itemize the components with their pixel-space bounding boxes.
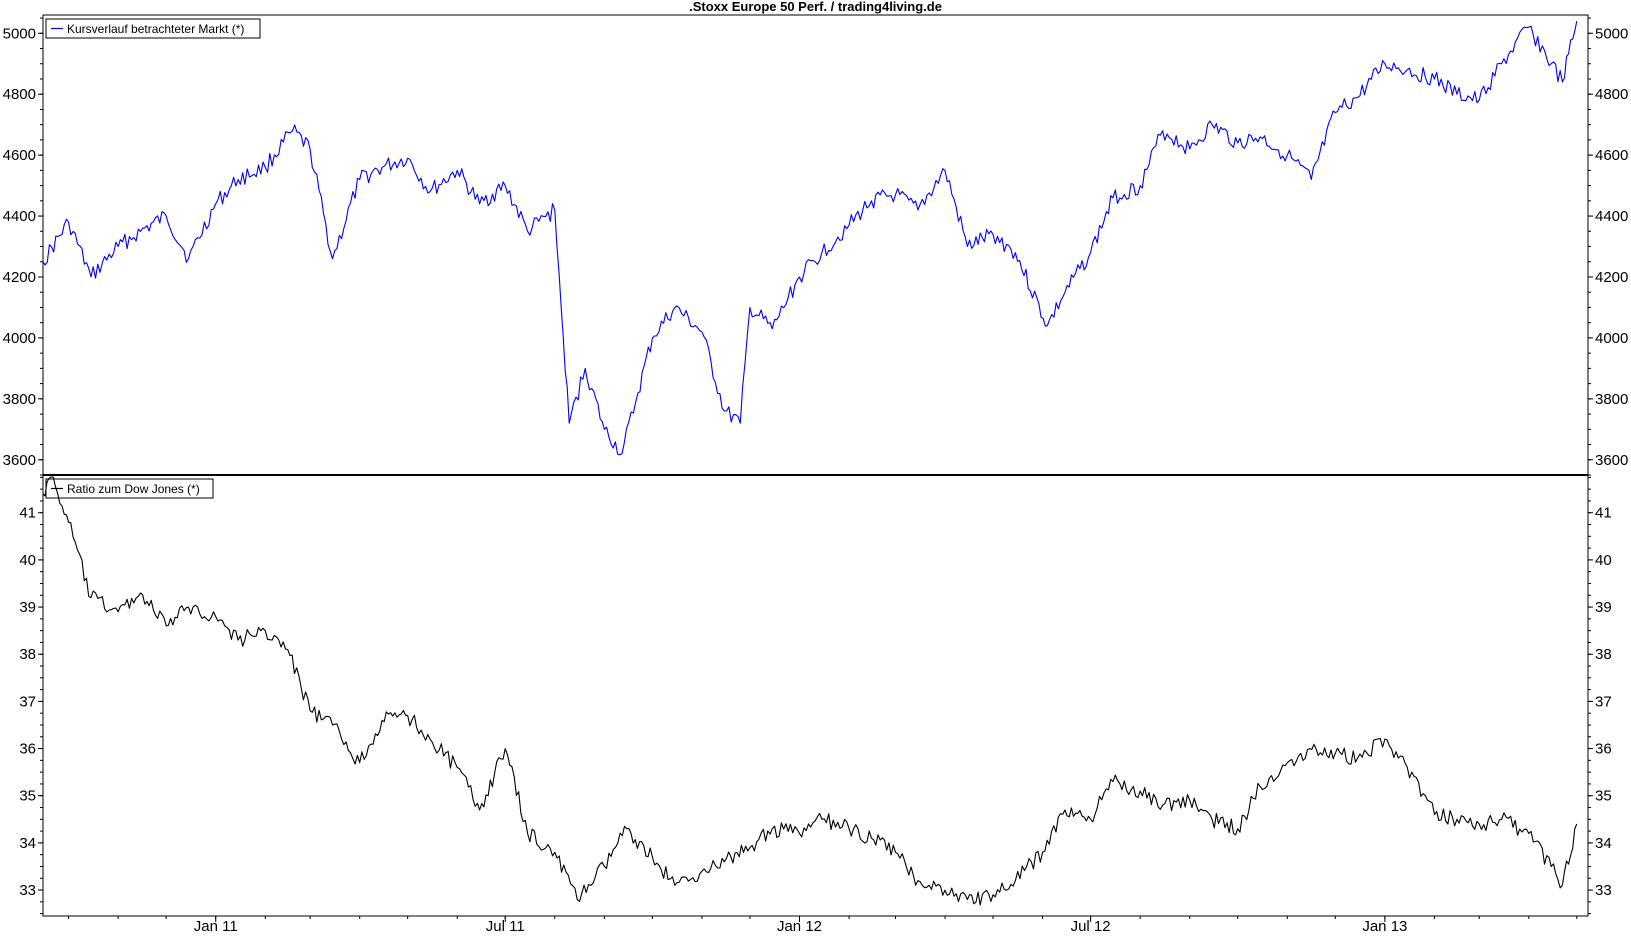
- y-tick-label-right: 3600: [1595, 452, 1628, 469]
- lower-legend: Ratio zum Dow Jones (*): [45, 478, 214, 499]
- y-tick-label-right: 34: [1595, 835, 1612, 852]
- y-tick-label-left: 4000: [3, 330, 36, 347]
- x-tick-label: Jan 13: [1362, 918, 1407, 935]
- y-tick-label-left: 4800: [3, 86, 36, 103]
- lower-legend-label: Ratio zum Dow Jones (*): [67, 482, 200, 496]
- x-tick-label: Jul 11: [486, 918, 525, 935]
- series-layer: [42, 20, 1578, 906]
- y-tick-label-left: 38: [19, 646, 36, 663]
- x-axis: Jan 11 Jul 11 Jan 12 Jul 12 Jan 13: [68, 916, 1578, 935]
- upper-plot-frame: [42, 14, 1589, 476]
- y-tick-label-right: 4800: [1595, 86, 1628, 103]
- y-tick-label-right: 3800: [1595, 391, 1628, 408]
- lower-series-line: [42, 476, 1578, 906]
- y-tick-label-left: 39: [19, 599, 36, 616]
- y-tick-label-left: 4600: [3, 147, 36, 164]
- y-tick-label-left: 3600: [3, 452, 36, 469]
- y-tick-label-right: 4000: [1595, 330, 1628, 347]
- y-tick-label-right: 35: [1595, 788, 1612, 805]
- y-tick-label-left: 41: [19, 505, 36, 522]
- chart-title: .Stoxx Europe 50 Perf. / trading4living.…: [689, 0, 942, 14]
- y-tick-label-right: 33: [1595, 882, 1612, 899]
- y-tick-label-right: 38: [1595, 646, 1612, 663]
- y-tick-label-left: 4400: [3, 208, 36, 225]
- y-tick-label-right: 4400: [1595, 208, 1628, 225]
- y-tick-label-right: 39: [1595, 599, 1612, 616]
- lower-plot-frame: [42, 474, 1589, 917]
- y-tick-label-right: 40: [1595, 552, 1612, 569]
- y-tick-label-left: 33: [19, 882, 36, 899]
- x-tick-label: Jan 12: [777, 918, 822, 935]
- upper-y-axis: 3600 3600 3800 3800 4000 4000 4200 4200 4400 4400…: [3, 17, 1628, 476]
- y-tick-label-left: 36: [19, 741, 36, 758]
- y-tick-label-left: 5000: [3, 25, 36, 42]
- y-tick-label-left: 37: [19, 693, 36, 710]
- y-tick-label-right: 4600: [1595, 147, 1628, 164]
- y-tick-label-right: 4200: [1595, 269, 1628, 286]
- x-tick-label: Jul 12: [1071, 918, 1111, 935]
- upper-legend: Kursverlauf betrachteter Markt (*): [45, 18, 261, 39]
- upper-series-line: [42, 20, 1578, 456]
- y-tick-label-left: 34: [19, 835, 36, 852]
- y-tick-label-left: 40: [19, 552, 36, 569]
- x-tick-label: Jan 11: [194, 918, 238, 935]
- y-tick-label-right: 5000: [1595, 25, 1628, 42]
- y-tick-label-left: 35: [19, 788, 36, 805]
- y-tick-label-right: 37: [1595, 693, 1612, 710]
- y-tick-label-left: 3800: [3, 391, 36, 408]
- y-tick-label-left: 4200: [3, 269, 36, 286]
- y-tick-label-right: 41: [1595, 505, 1612, 522]
- lower-y-axis: 33 33 34 34 35 35 36 36 37 37 38 38 39 39 40 40 41 41: [19, 476, 1612, 915]
- upper-legend-box: [45, 18, 261, 39]
- upper-legend-label: Kursverlauf betrachteter Markt (*): [67, 22, 244, 36]
- y-tick-label-right: 36: [1595, 741, 1612, 758]
